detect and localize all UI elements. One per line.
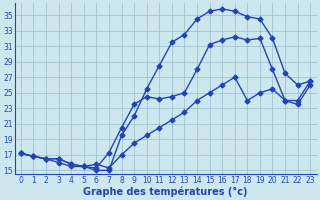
X-axis label: Graphe des températures (°c): Graphe des températures (°c)	[83, 186, 248, 197]
